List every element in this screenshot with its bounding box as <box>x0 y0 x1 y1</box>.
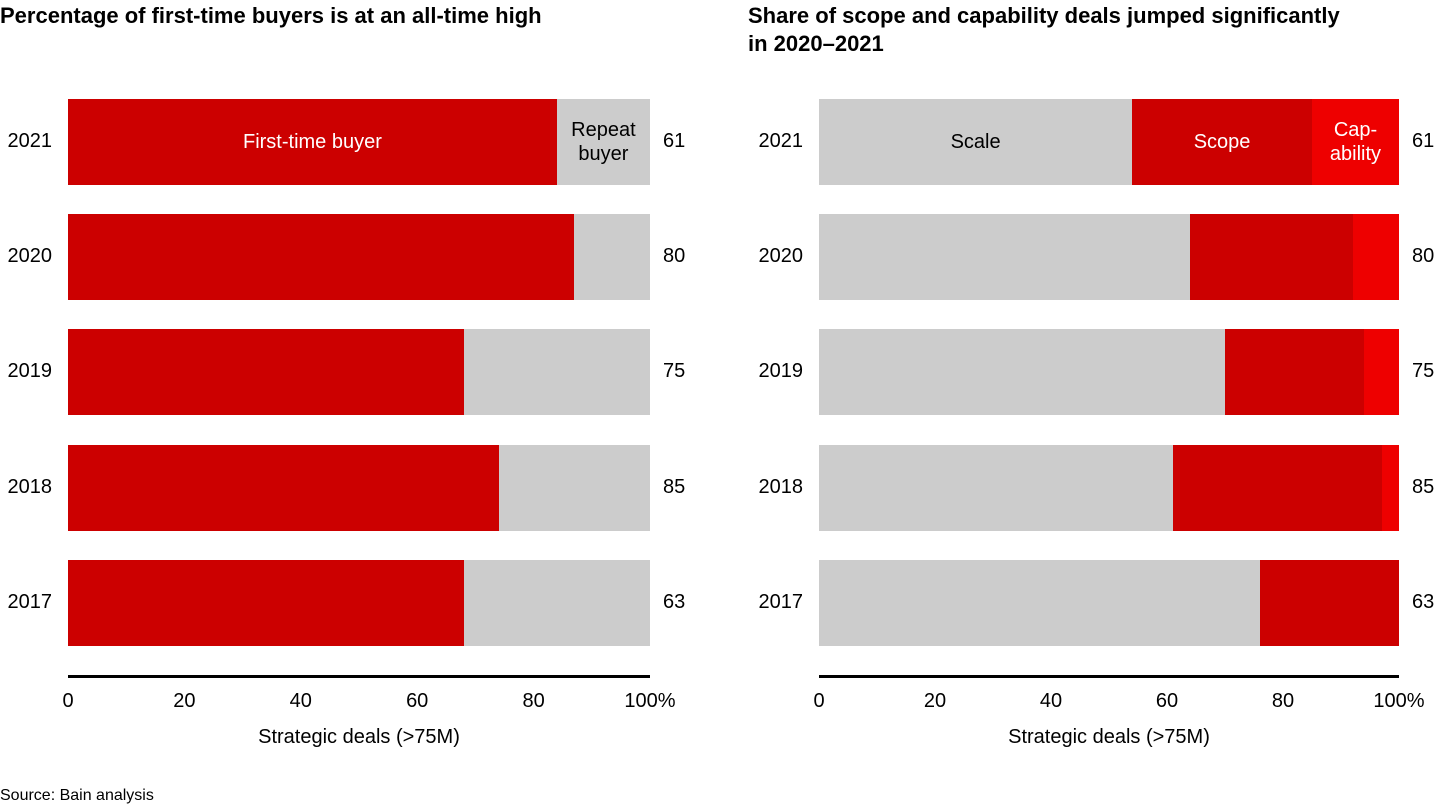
bar <box>819 445 1173 531</box>
y-tick-label: 2018 <box>7 476 53 498</box>
y-tick-label: 2019 <box>758 360 804 382</box>
bar <box>68 214 575 300</box>
x-tick-label: 20 <box>923 690 947 712</box>
x-tick-label: 100% <box>624 690 676 712</box>
y-tick-label: 2020 <box>758 245 804 267</box>
y-tick-label: 2019 <box>7 360 53 382</box>
bar <box>1225 329 1365 415</box>
y-tick-label: 2021 <box>758 130 804 152</box>
y-tick-label: 2017 <box>758 591 804 613</box>
x-tick-label: 40 <box>1039 690 1063 712</box>
bar <box>574 214 650 300</box>
x-tick-label: 60 <box>406 690 429 712</box>
bar <box>819 99 1133 185</box>
bar <box>463 560 650 646</box>
bar <box>1381 445 1399 531</box>
bar <box>498 445 650 531</box>
x-tick-label: 20 <box>173 690 196 712</box>
bar <box>819 560 1260 646</box>
bar <box>1259 560 1399 646</box>
bar <box>1312 99 1399 185</box>
bar <box>1172 445 1382 531</box>
source: Source: Bain analysis <box>0 787 154 804</box>
bar <box>1364 329 1399 415</box>
total-label: 75 <box>663 360 686 382</box>
x-tick-label: 40 <box>289 690 312 712</box>
bar <box>68 99 557 185</box>
x-tick-label: 0 <box>62 690 74 712</box>
bar <box>819 214 1191 300</box>
total-label: 63 <box>1412 591 1435 613</box>
segment-label: Repeat buyer <box>571 119 636 165</box>
segment-label: Scale <box>950 131 1001 153</box>
x-tick-label: 60 <box>1155 690 1179 712</box>
y-tick-label: 2021 <box>7 130 53 152</box>
y-tick-label: 2020 <box>7 245 53 267</box>
bar <box>1352 214 1399 300</box>
total-label: 80 <box>1412 245 1435 267</box>
x-axis-label: Strategic deals (>75M) <box>1008 726 1210 748</box>
total-label: 85 <box>663 476 686 498</box>
segment-label: Cap- ability <box>1329 119 1382 165</box>
bar <box>68 445 499 531</box>
bar <box>463 329 650 415</box>
total-label: 80 <box>663 245 686 267</box>
total-label: 61 <box>1412 130 1435 152</box>
segment-label: First-time buyer <box>242 131 382 153</box>
total-label: 63 <box>663 591 686 613</box>
bar <box>1132 99 1312 185</box>
bar <box>819 329 1225 415</box>
bar <box>1190 214 1353 300</box>
chart-title: Share of scope and capability deals jump… <box>748 3 1340 56</box>
x-axis-label: Strategic deals (>75M) <box>258 726 460 748</box>
total-label: 85 <box>1412 476 1435 498</box>
segment-label: Scope <box>1193 131 1251 153</box>
y-tick-label: 2018 <box>758 476 804 498</box>
bar <box>68 329 464 415</box>
chart-title: Percentage of first-time buyers is at an… <box>0 3 542 28</box>
total-label: 61 <box>663 130 686 152</box>
total-label: 75 <box>1412 360 1435 382</box>
x-tick-label: 80 <box>1271 690 1295 712</box>
x-axis-line <box>819 675 1399 678</box>
y-tick-label: 2017 <box>7 591 53 613</box>
bar <box>68 560 464 646</box>
x-tick-label: 80 <box>522 690 545 712</box>
bar <box>556 99 650 185</box>
x-tick-label: 100% <box>1373 690 1425 712</box>
x-axis-line <box>68 675 650 678</box>
x-tick-label: 0 <box>813 690 825 712</box>
